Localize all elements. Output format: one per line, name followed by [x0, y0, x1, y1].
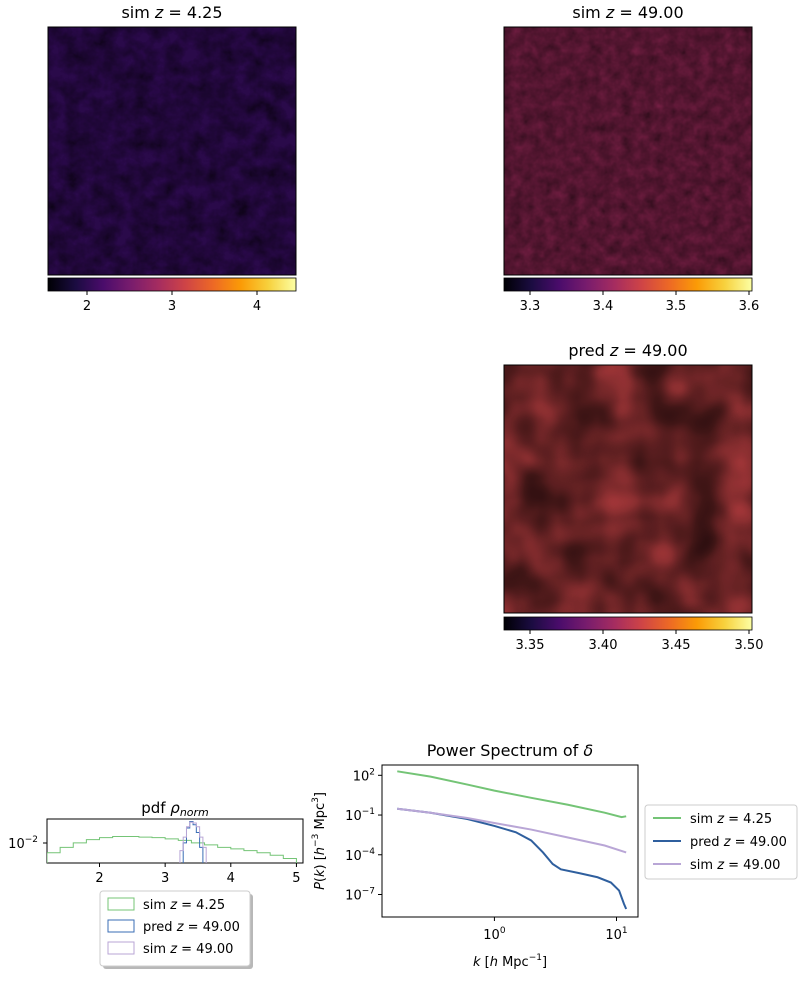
colorbar-tick-label: 3.3 — [520, 299, 541, 314]
ps-series-1 — [397, 807, 628, 910]
legend-label: sim z = 4.25 — [690, 812, 772, 827]
y-ticks: 102 10−1 10−4 10−7 — [345, 767, 382, 903]
legend-label: sim z = 49.00 — [143, 942, 233, 957]
x-tick-label: 2 — [95, 871, 103, 886]
legend-label: sim z = 49.00 — [690, 858, 780, 873]
legend-box — [644, 804, 798, 880]
colorbar-tick-label: 3.4 — [593, 299, 614, 314]
y-tick: 10−2 — [8, 835, 47, 852]
colorbar-tick-label: 3 — [168, 299, 176, 314]
colorbar — [47, 277, 297, 292]
ps-series — [397, 770, 628, 910]
y-tick-label: 10−7 — [345, 886, 375, 903]
colorbar-tick-label: 3.6 — [739, 299, 760, 314]
x-tick-label: 100 — [483, 926, 506, 943]
panel-title: pred z = 49.00 — [568, 341, 687, 360]
density-filaments — [48, 27, 296, 275]
pdf-series — [47, 821, 297, 863]
colorbar-ticks: 2 3 4 — [83, 291, 261, 314]
x-tick-label: 3 — [161, 871, 169, 886]
x-tick-label: 4 — [227, 871, 235, 886]
ps-legend: sim z = 4.25 pred z = 49.00 sim z = 49.00 — [644, 804, 798, 880]
x-ticks: 100 101 — [483, 917, 628, 943]
plot-area — [381, 764, 639, 918]
ps-series-0 — [397, 770, 627, 819]
pdf-legend: sim z = 4.25 pred z = 49.00 sim z = 49.00 — [99, 890, 253, 969]
legend-box — [99, 890, 251, 967]
colorbar-tick-label: 3.45 — [662, 638, 691, 653]
map-frame — [47, 26, 297, 276]
y-axis-label: P(k) [h−3 Mpc3] — [311, 792, 328, 890]
colorbar-tick-label: 3.40 — [589, 638, 618, 653]
colorbar — [503, 616, 753, 631]
x-tick-label: 5 — [292, 871, 300, 886]
panel-sim-z4: sim z = 4.25 2 3 4 — [47, 3, 297, 314]
pdf-series-0 — [47, 836, 297, 863]
chart-title: pdf ρnorm — [141, 799, 209, 819]
pdf-series-2 — [179, 821, 207, 863]
x-tick-label: 101 — [605, 926, 627, 943]
density-highlights — [504, 365, 752, 613]
map-frame — [503, 26, 753, 276]
legend-swatch — [107, 941, 135, 955]
y-tick-label: 10−1 — [345, 807, 375, 824]
legend-swatch — [107, 919, 135, 933]
legend-label: pred z = 49.00 — [690, 835, 787, 850]
legend-label: sim z = 4.25 — [143, 898, 225, 913]
colorbar-tick-label: 3.50 — [735, 638, 764, 653]
colorbar-tick-label: 2 — [83, 299, 91, 314]
y-tick-label: 102 — [353, 767, 375, 784]
ps-series-2 — [397, 807, 627, 854]
legend-swatch — [107, 897, 135, 911]
y-tick-label: 10−4 — [345, 847, 375, 864]
y-tick-label: 10−2 — [8, 835, 38, 852]
panel-sim-z49: sim z = 49.00 3.3 3.4 3.5 3.6 — [503, 3, 760, 314]
legend-label: pred z = 49.00 — [143, 920, 240, 935]
panel-title: sim z = 49.00 — [572, 3, 683, 22]
colorbar — [503, 277, 753, 292]
pdf-chart: pdf ρnorm 2 3 4 5 10−2 sim z = 4.25 pred z =… — [8, 799, 304, 969]
power-spectrum-chart: Power Spectrum of δ 100 101 10210−110−410… — [311, 741, 798, 970]
density-highlights — [504, 27, 752, 275]
panel-pred-z49: pred z = 49.00 3.35 3.40 3.45 3.50 — [503, 341, 764, 653]
colorbar-ticks: 3.3 3.4 3.5 3.6 — [520, 291, 760, 314]
colorbar-tick-label: 3.35 — [516, 638, 545, 653]
panel-title: sim z = 4.25 — [121, 3, 222, 22]
chart-title: Power Spectrum of δ — [427, 741, 594, 760]
colorbar-tick-label: 4 — [253, 299, 261, 314]
map-frame — [503, 364, 753, 614]
plot-area — [46, 818, 304, 864]
x-ticks: 2 3 4 5 — [95, 863, 301, 886]
colorbar-tick-label: 3.5 — [666, 299, 687, 314]
x-axis-label: k [h Mpc−1] — [473, 953, 547, 970]
colorbar-ticks: 3.35 3.40 3.45 3.50 — [516, 630, 764, 653]
